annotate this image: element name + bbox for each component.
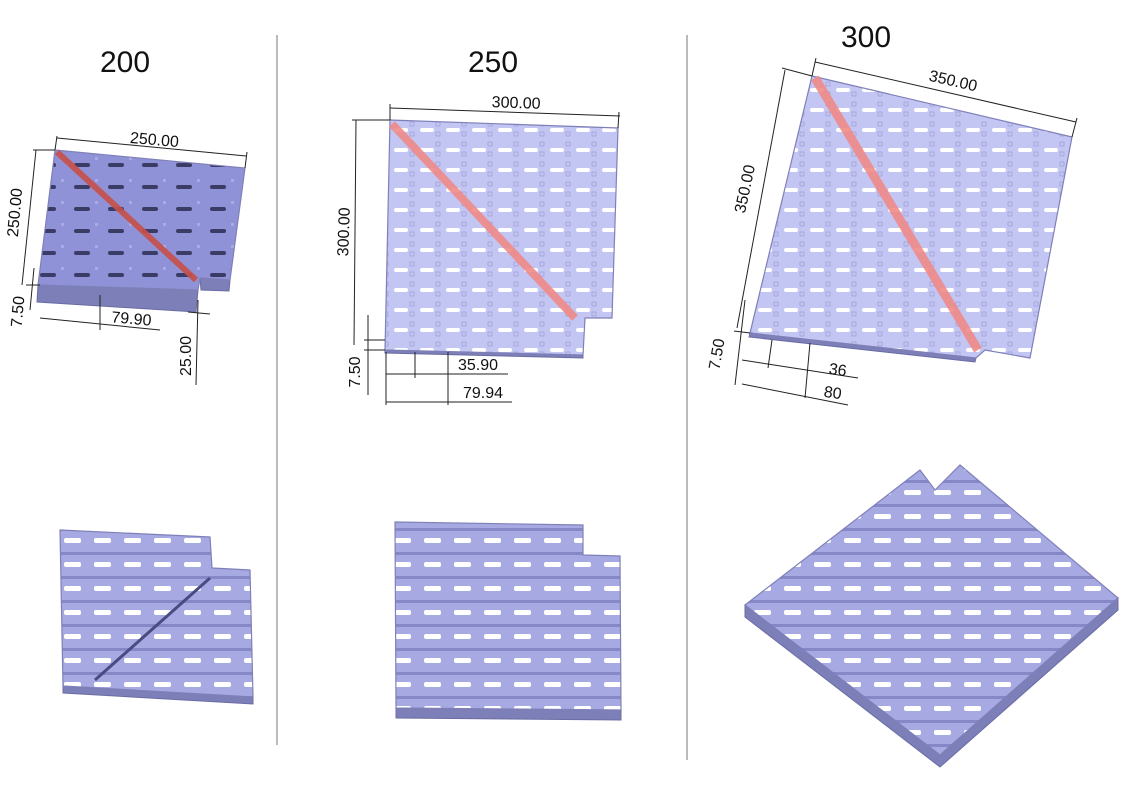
dimension-label: 80 [823, 384, 843, 403]
dimension-label: 36 [828, 361, 848, 380]
plate-3d-view [394, 521, 622, 721]
dimension-label: 300.00 [491, 94, 541, 113]
dimension-label: 35.90 [458, 357, 498, 374]
dimension-label: 79.94 [463, 385, 503, 402]
dimension-label: 250.00 [5, 187, 26, 237]
panel-title: 300 [841, 21, 891, 54]
plate-3d-view [744, 464, 1119, 768]
dimension-label: 250.00 [129, 130, 179, 151]
plate-top-view [733, 57, 1078, 406]
dimension-label: 7.50 [9, 295, 29, 328]
panel-title: 200 [100, 46, 150, 79]
plate-3d-view [59, 529, 254, 705]
dimension-label: 300.00 [335, 207, 354, 257]
plate-top-view [352, 104, 621, 405]
dimension-label: 79.90 [111, 309, 152, 329]
plate-top-view [21, 135, 248, 386]
panel-title: 250 [468, 46, 518, 79]
dimension-label: 25.00 [178, 336, 195, 376]
dimension-label: 7.50 [706, 337, 728, 371]
dimension-label: 350.00 [927, 68, 979, 96]
dimension-label: 7.50 [347, 356, 364, 387]
dimension-label: 350.00 [732, 163, 759, 215]
